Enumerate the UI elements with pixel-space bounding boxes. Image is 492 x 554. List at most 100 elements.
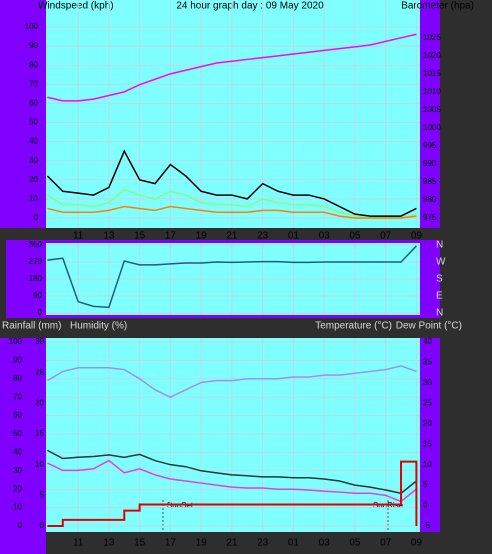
y-tick-label: 0 [18, 521, 23, 530]
y3-tick-label: 30 [35, 337, 44, 346]
series-line [47, 365, 417, 399]
x-tick-label: 03 [319, 538, 331, 549]
x-tick-label: 01 [288, 538, 300, 549]
axis-band [0, 0, 46, 228]
plot-area [46, 0, 420, 228]
series-line [47, 188, 417, 219]
axis-title: Barometer (hpa) [401, 1, 474, 12]
series-line [47, 33, 417, 102]
chart-title: 24 hour graph day : 09 May 2020 [176, 1, 324, 12]
axis-title: Windspeed (kph) [38, 1, 114, 12]
y2-tick-label: E [436, 291, 443, 302]
y2-tick-label: -5 [423, 521, 431, 530]
y2-tick-label: N [436, 240, 443, 251]
y2-tick-label: 10 [423, 460, 432, 469]
x-tick-label: 13 [103, 231, 115, 242]
series-line [47, 449, 417, 495]
axis-band [420, 0, 440, 228]
y-tick-label: 360 [29, 240, 43, 249]
y-tick-label: 50 [13, 429, 22, 438]
y-tick-label: 100 [25, 22, 39, 31]
y-tick-label: 180 [29, 274, 43, 283]
x-tick-label: 09 [411, 231, 423, 242]
x-tick-label: 19 [196, 538, 208, 549]
x-tick-label: 23 [257, 538, 269, 549]
y2-tick-label: 980 [423, 195, 437, 204]
x-tick-label: 09 [411, 538, 423, 549]
series-line [47, 245, 417, 309]
y2-tick-label: 35 [423, 358, 432, 367]
plot-area [46, 338, 420, 532]
x-tick-label: 11 [73, 538, 84, 549]
y2-tick-label: 975 [423, 213, 437, 222]
y-tick-label: 10 [13, 503, 22, 512]
y3-tick-label: 20 [35, 398, 44, 407]
y-tick-label: 30 [29, 156, 38, 165]
y2-tick-label: 990 [423, 159, 437, 168]
annotation: SunRise [373, 501, 404, 510]
y-tick-label: 40 [29, 137, 38, 146]
y2-tick-label: 1010 [423, 87, 441, 96]
y2-tick-label: 30 [423, 378, 432, 387]
y3-tick-label: 0 [40, 521, 45, 530]
x-tick-label: 07 [380, 538, 392, 549]
x-tick-label: 05 [349, 538, 361, 549]
annotation: SunSet [167, 501, 194, 510]
axis-band [420, 338, 440, 532]
y2-tick-label: 1015 [423, 69, 441, 78]
y2-tick-label: S [436, 274, 443, 285]
y-tick-label: 20 [13, 484, 22, 493]
y2-tick-label: 985 [423, 177, 437, 186]
axis-title: Humidity (%) [70, 321, 127, 332]
x-tick-label: 07 [380, 231, 392, 242]
series-line [47, 205, 417, 219]
y-tick-label: 90 [13, 356, 22, 365]
y-tick-label: 80 [13, 374, 22, 383]
y3-tick-label: 25 [35, 368, 44, 377]
y2-tick-label: 20 [423, 419, 432, 428]
x-tick-label: 13 [103, 538, 115, 549]
y-tick-label: 70 [13, 392, 22, 401]
y-tick-label: 90 [29, 41, 38, 50]
x-tick-label: 11 [73, 231, 84, 242]
y2-tick-label: 15 [423, 439, 432, 448]
y-tick-label: 100 [9, 337, 23, 346]
x-tick-label: 15 [134, 231, 146, 242]
y-tick-label: 70 [29, 79, 38, 88]
y-tick-label: 0 [34, 213, 39, 222]
y2-tick-label: 1000 [423, 123, 441, 132]
y2-tick-label: 40 [423, 337, 432, 346]
y-tick-label: 40 [13, 448, 22, 457]
y-tick-label: 20 [29, 175, 38, 184]
y-tick-label: 60 [13, 411, 22, 420]
axis-band [0, 338, 46, 554]
y-tick-label: 80 [29, 60, 38, 69]
series-line [47, 460, 418, 527]
x-tick-label: 23 [257, 231, 269, 242]
series-line [46, 149, 417, 217]
axis-title: Dew Point (°C) [396, 321, 462, 332]
y2-tick-label: 995 [423, 141, 437, 150]
y3-tick-label: 10 [35, 460, 44, 469]
x-tick-label: 21 [226, 538, 238, 549]
x-tick-label: 01 [288, 231, 300, 242]
series-line [47, 459, 417, 503]
axis-title: Rainfall (mm) [2, 321, 61, 332]
x-tick-label: 17 [165, 231, 177, 242]
y2-tick-label: 0 [423, 501, 428, 510]
y-tick-label: 90 [33, 291, 42, 300]
axis-title: Temperature (°C) [315, 321, 392, 332]
y3-tick-label: 5 [40, 490, 45, 499]
x-tick-label: 21 [226, 231, 238, 242]
y3-tick-label: 15 [35, 429, 44, 438]
y2-tick-label: 1020 [423, 51, 441, 60]
y2-tick-label: 5 [423, 480, 428, 489]
x-tick-label: 05 [349, 231, 361, 242]
x-tick-label: 17 [165, 538, 177, 549]
y2-tick-label: 1025 [423, 33, 441, 42]
x-tick-label: 19 [196, 231, 208, 242]
y2-tick-label: W [436, 257, 446, 268]
y-tick-label: 0 [38, 308, 43, 317]
y-tick-label: 50 [29, 118, 38, 127]
